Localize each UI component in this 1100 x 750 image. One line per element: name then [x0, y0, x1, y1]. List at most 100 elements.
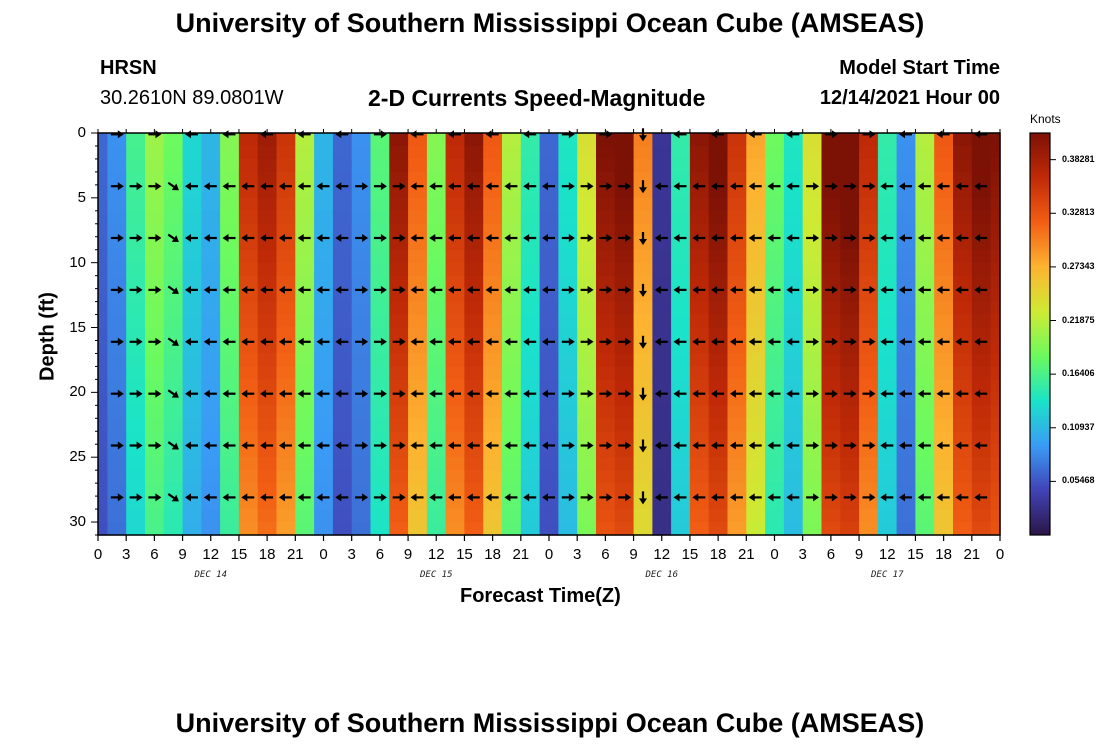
heatmap-cell: [934, 236, 954, 251]
heatmap-cell: [840, 223, 860, 238]
heatmap-cell: [596, 327, 616, 342]
heatmap-cell: [971, 353, 992, 368]
heatmap-cell: [107, 353, 127, 368]
heatmap-cell: [445, 171, 465, 186]
heatmap-cell: [295, 288, 315, 303]
heatmap-cell: [426, 301, 447, 316]
heatmap-cell: [332, 210, 353, 225]
heatmap-cell: [558, 483, 578, 497]
heatmap-cell: [671, 314, 691, 329]
heatmap-cell: [746, 146, 766, 160]
heatmap-cell: [671, 262, 691, 277]
heatmap-cell: [145, 262, 165, 277]
heatmap-cell: [107, 418, 127, 432]
heatmap-cell: [295, 171, 315, 186]
heatmap-cell: [708, 249, 729, 264]
heatmap-cell: [276, 314, 296, 329]
heatmap-cell: [502, 301, 522, 316]
heatmap-cell: [201, 262, 221, 277]
current-arrow: [278, 234, 292, 242]
heatmap-cell: [445, 379, 465, 393]
heatmap-cell: [220, 146, 240, 160]
current-arrow: [880, 234, 894, 242]
heatmap-cell: [163, 327, 184, 342]
heatmap-cell: [408, 236, 428, 251]
heatmap-cell: [389, 418, 409, 432]
heatmap-cell: [314, 457, 334, 471]
heatmap-cell: [915, 262, 935, 277]
heatmap-cell: [182, 418, 202, 432]
heatmap-cell: [314, 444, 334, 458]
x-tick-label: 3: [122, 546, 131, 563]
heatmap-cell: [577, 301, 597, 316]
heatmap-cell: [633, 379, 653, 393]
heatmap-cell: [821, 483, 841, 497]
heatmap-cell: [671, 158, 691, 173]
heatmap-cell: [126, 197, 146, 212]
heatmap-cell: [765, 236, 785, 251]
current-arrow: [523, 337, 537, 346]
heatmap-cell: [614, 392, 635, 406]
heatmap-cell: [765, 431, 785, 445]
x-tick-label: 3: [347, 546, 356, 563]
heatmap-cell: [408, 444, 428, 458]
current-arrow: [862, 441, 876, 450]
heatmap-cell: [464, 470, 484, 484]
heatmap-cell: [276, 379, 296, 393]
x-tick-label: 18: [935, 546, 952, 563]
heatmap-cell: [633, 171, 653, 186]
heatmap-cell: [276, 236, 296, 251]
heatmap-cell: [126, 522, 146, 536]
heatmap-cell: [859, 327, 879, 342]
heatmap-cell: [953, 133, 973, 147]
y-tick-label: 15: [69, 318, 86, 336]
heatmap-cell: [314, 405, 334, 419]
current-arrow: [466, 337, 480, 346]
heatmap-cell: [276, 262, 296, 277]
heatmap-cell: [990, 379, 1001, 393]
heatmap-cell: [934, 158, 954, 173]
heatmap-cell: [727, 171, 747, 186]
current-arrow: [203, 285, 217, 294]
heatmap-cell: [426, 483, 447, 497]
heatmap-cell: [783, 470, 804, 484]
heatmap-cell: [821, 379, 841, 393]
heatmap-cell: [332, 366, 353, 380]
heatmap-cell: [671, 405, 691, 419]
current-arrow: [260, 234, 274, 242]
heatmap-cell: [201, 366, 221, 380]
heatmap-cell: [821, 301, 841, 316]
heatmap-cell: [98, 249, 108, 264]
current-arrow: [639, 387, 647, 401]
heatmap-cell: [314, 327, 334, 342]
heatmap-cell: [257, 431, 278, 445]
heatmap-cell: [314, 133, 334, 147]
heatmap-cell: [426, 262, 447, 277]
heatmap-cell: [727, 353, 747, 368]
heatmap-cell: [332, 133, 353, 147]
heatmap-cell: [859, 522, 879, 536]
current-arrow: [355, 389, 369, 398]
x-tick-label: 6: [375, 546, 385, 563]
heatmap-cell: [502, 223, 522, 238]
current-arrow: [466, 493, 480, 502]
heatmap-cell: [708, 197, 729, 212]
heatmap-cell: [520, 470, 541, 484]
current-arrow: [167, 285, 179, 294]
heatmap-cell: [502, 522, 522, 536]
heatmap-cell: [877, 146, 898, 160]
heatmap-cell: [408, 431, 428, 445]
heatmap-cell: [426, 314, 447, 329]
current-arrow: [222, 441, 236, 450]
heatmap-cell: [483, 133, 503, 147]
heatmap-cell: [953, 444, 973, 458]
heatmap-cell: [971, 483, 992, 497]
current-arrow: [278, 337, 292, 346]
heatmap-cell: [596, 353, 616, 368]
heatmap-cell: [520, 340, 541, 355]
heatmap-cell: [689, 444, 710, 458]
heatmap-cell: [990, 444, 1001, 458]
heatmap-cell: [314, 418, 334, 432]
heatmap-cell: [671, 522, 691, 536]
heatmap-cell: [502, 146, 522, 160]
